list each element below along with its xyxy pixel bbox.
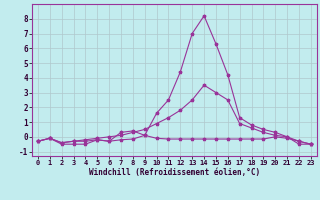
X-axis label: Windchill (Refroidissement éolien,°C): Windchill (Refroidissement éolien,°C) xyxy=(89,168,260,177)
